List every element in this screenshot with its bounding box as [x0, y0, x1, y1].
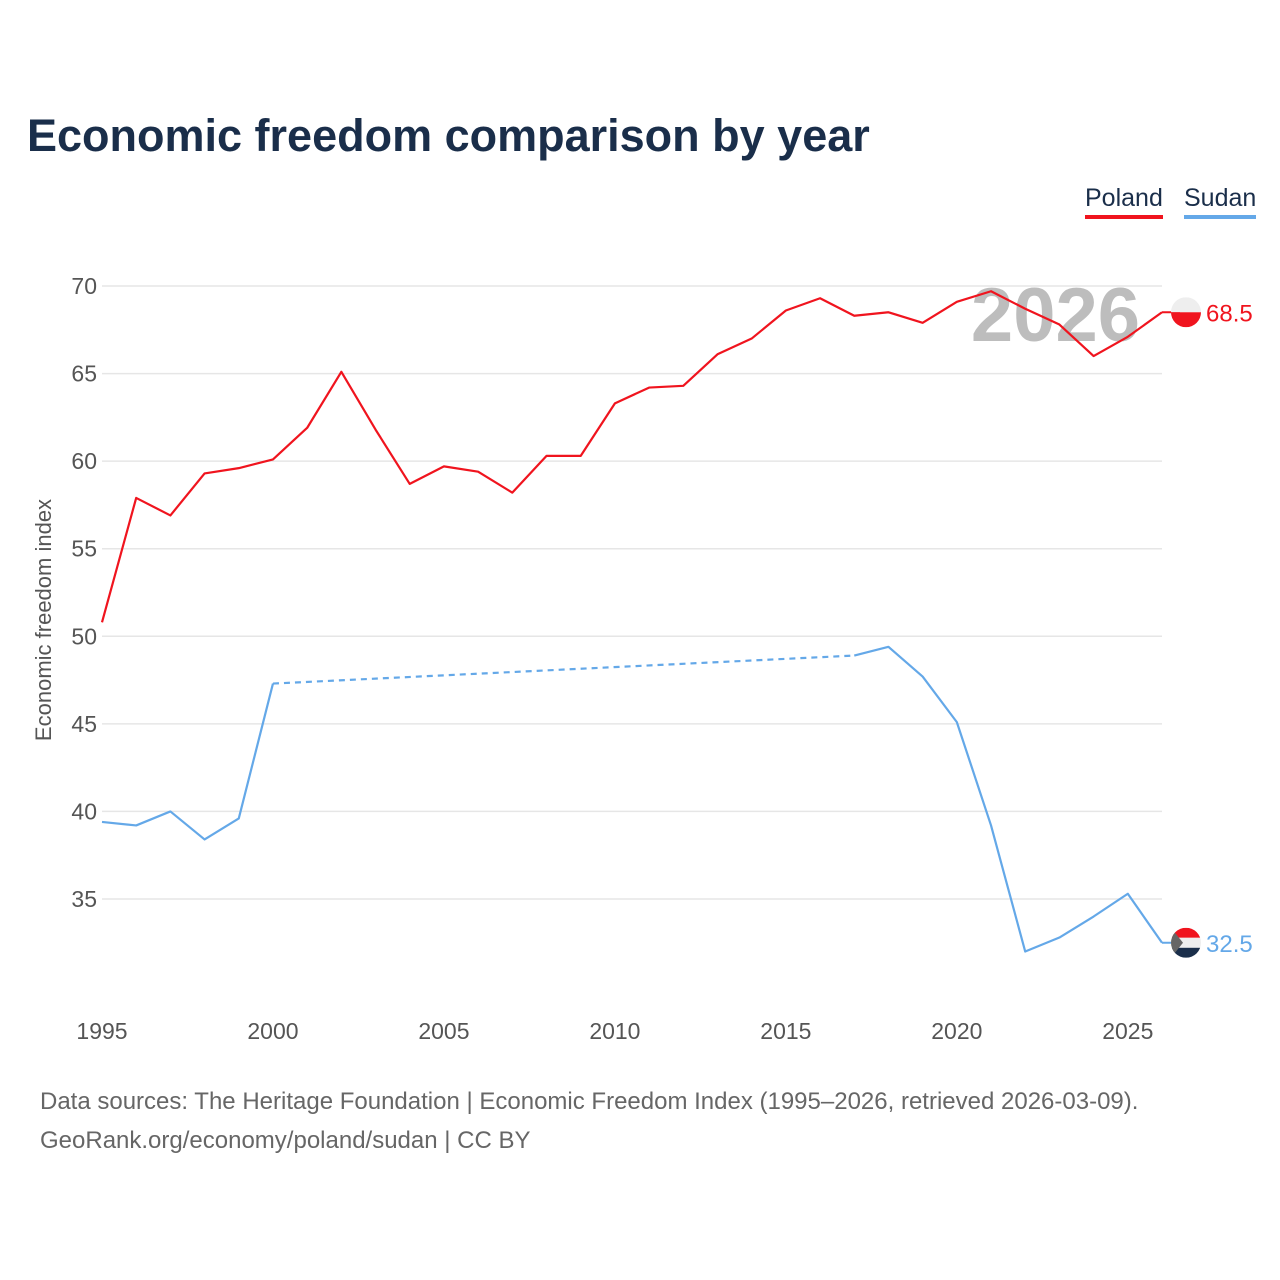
sudan-flag-icon — [1171, 927, 1201, 958]
x-tick-label: 2000 — [247, 1018, 298, 1044]
current-year-watermark: 2026 — [971, 273, 1140, 358]
x-tick-label: 2010 — [589, 1018, 640, 1044]
x-tick-label: 2025 — [1102, 1018, 1153, 1044]
x-tick-label: 2020 — [931, 1018, 982, 1044]
credit-link[interactable]: GeoRank.org/economy/poland/sudan | CC BY — [40, 1127, 531, 1154]
sudan-line — [853, 645, 1163, 953]
legend-sudan[interactable]: Sudan — [1184, 184, 1257, 219]
sudan-line — [101, 683, 275, 841]
legend-poland[interactable]: Poland — [1085, 184, 1163, 219]
poland-flag-icon — [1171, 297, 1201, 328]
sudan-end-value-label: 32.5 — [1206, 931, 1253, 958]
x-tick-label: 1995 — [76, 1018, 127, 1044]
y-tick-label: 50 — [71, 623, 97, 649]
y-axis-label: Economic freedom index — [31, 499, 56, 741]
y-tick-label: 35 — [71, 886, 97, 912]
data-sources: Data sources: The Heritage Foundation | … — [40, 1088, 1139, 1115]
y-tick-label: 60 — [71, 448, 97, 474]
sudan-gap-dashed-line — [272, 654, 855, 685]
y-tick-label: 55 — [71, 536, 97, 562]
y-tick-label: 40 — [71, 798, 97, 824]
y-tick-label: 65 — [71, 361, 97, 387]
x-tick-label: 2015 — [760, 1018, 811, 1044]
chart-title: Economic freedom comparison by year — [27, 110, 870, 161]
x-tick-label: 2005 — [418, 1018, 469, 1044]
y-tick-label: 70 — [71, 273, 97, 299]
poland-end-value-label: 68.5 — [1206, 300, 1253, 327]
y-tick-label: 45 — [71, 711, 97, 737]
poland-line — [100, 290, 1163, 623]
